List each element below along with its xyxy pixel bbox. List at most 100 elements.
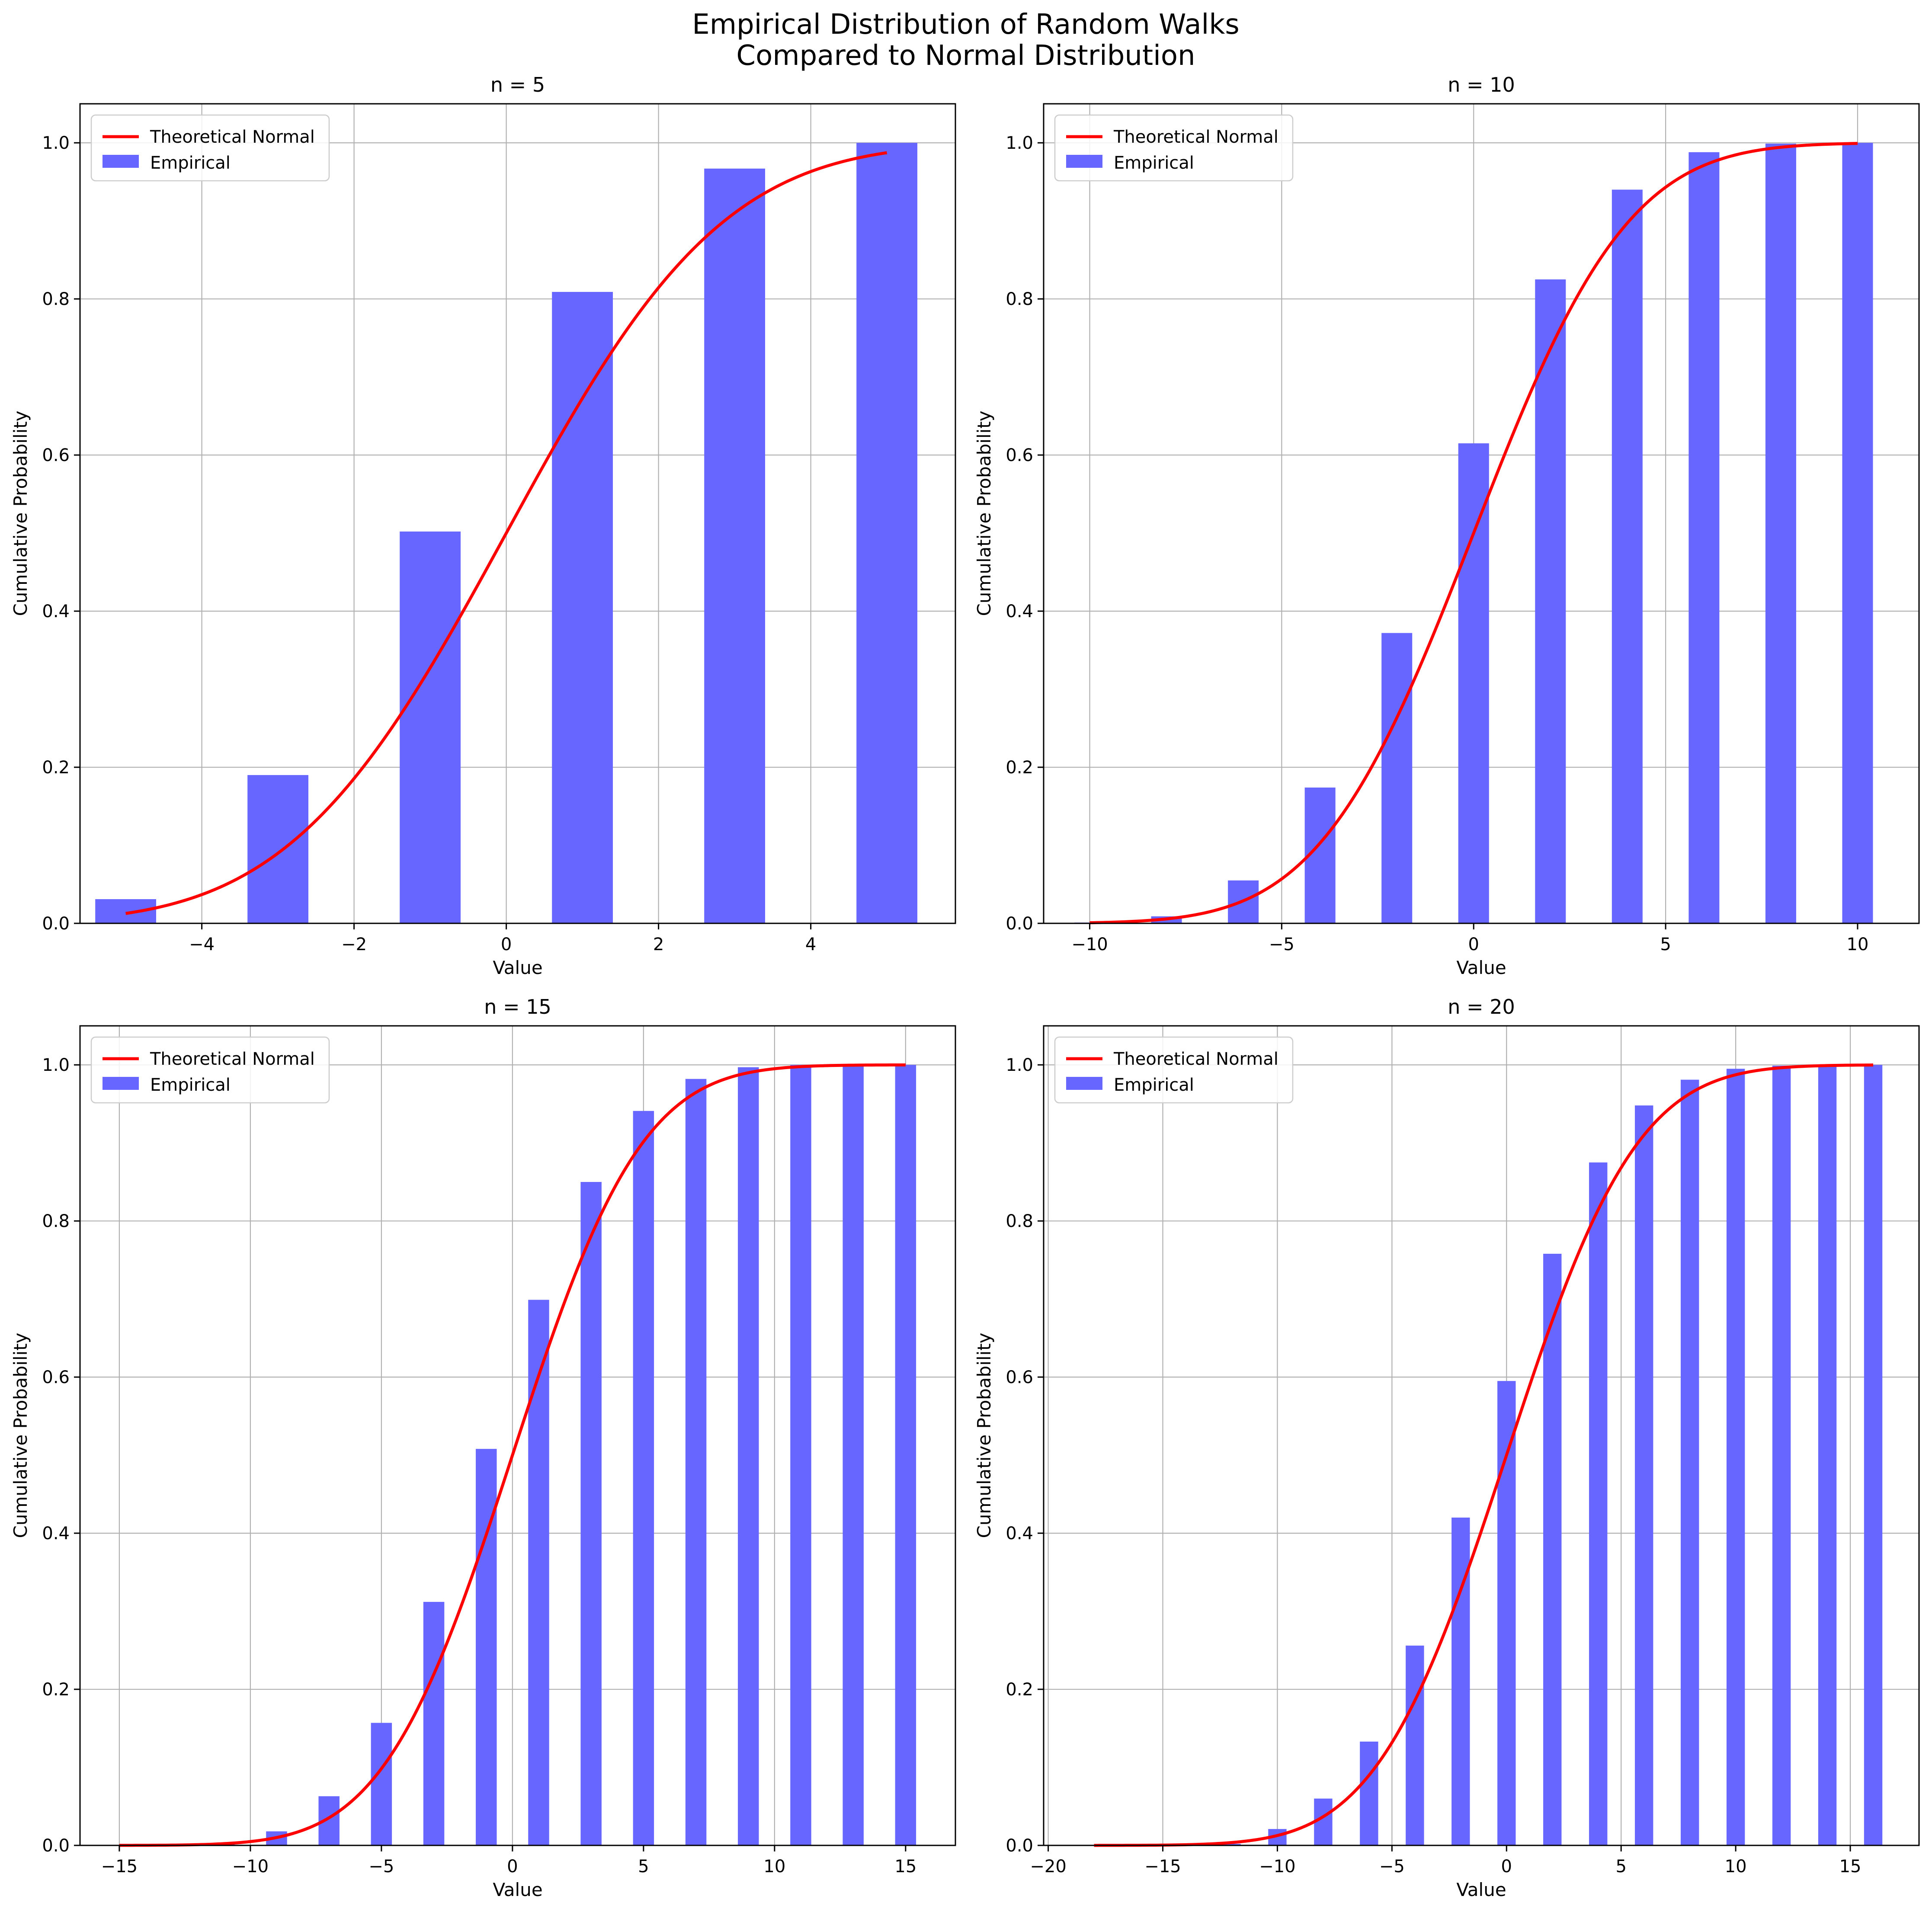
x-tick-label: 0 [1468, 935, 1479, 954]
bar [1314, 1798, 1333, 1845]
legend-box [90, 114, 330, 182]
bar [247, 775, 308, 923]
x-tick-label: 15 [894, 1857, 916, 1877]
bar [1842, 143, 1873, 924]
empirical-bars [1222, 1065, 1883, 1845]
y-tick-label: 0.2 [42, 758, 70, 778]
axes-frame [79, 1025, 956, 1846]
bar [528, 1300, 549, 1845]
legend-bar-swatch [1066, 155, 1102, 168]
theoretical-normal-line [125, 151, 888, 915]
x-tick-label: −4 [189, 935, 215, 954]
bar [685, 1079, 707, 1845]
bar [552, 291, 613, 923]
y-tick-label: 1.0 [42, 133, 70, 153]
x-tick-label: 0 [1501, 1857, 1512, 1877]
legend-label-empirical: Empirical [150, 1075, 231, 1095]
x-axis-label: Value [493, 1879, 542, 1900]
y-tick-label: 0.8 [42, 289, 70, 309]
y-tick-label: 0.2 [1006, 1680, 1033, 1700]
subplot-n5: n = 5 Value Cumulative Probability −4 −2 0… [10, 73, 956, 978]
x-tick-label: −10 [1259, 1857, 1295, 1877]
bar [1772, 1066, 1791, 1845]
y-axis-ticks: 0.0 0.2 0.4 0.6 0.8 1.0 [1006, 1055, 1044, 1856]
x-axis-label: Value [1456, 957, 1506, 978]
y-tick-label: 0.0 [42, 914, 70, 934]
bar [1726, 1069, 1745, 1845]
x-tick-label: −15 [1144, 1857, 1181, 1877]
legend-box [90, 1036, 330, 1104]
x-tick-label: 10 [763, 1857, 785, 1877]
x-tick-label: 5 [1615, 1857, 1626, 1877]
subplot-title: n = 20 [1448, 995, 1515, 1018]
y-tick-label: 0.0 [1006, 1836, 1033, 1856]
y-tick-label: 0.6 [42, 445, 70, 465]
legend-label-empirical: Empirical [150, 153, 231, 173]
legend-box [1054, 114, 1294, 182]
theoretical-normal-line [1089, 142, 1858, 925]
x-axis-ticks: −4 −2 0 2 4 [189, 923, 816, 954]
bar [1381, 633, 1413, 923]
subplot-n10: n = 10 Value Cumulative Probability −10−… [974, 73, 1920, 978]
x-tick-label: −5 [1269, 935, 1294, 954]
bar [1360, 1741, 1378, 1845]
bar [1406, 1645, 1424, 1845]
bar [704, 168, 765, 924]
x-axis-ticks: −15 −10 −5 0 5 10 15 [101, 1845, 916, 1877]
subplot-n15: n = 15 Value Cumulative Probability −15−… [10, 995, 956, 1900]
legend-bar-swatch [103, 155, 139, 168]
legend: Theoretical Normal Empirical [90, 114, 330, 182]
y-axis-label: Cumulative Probability [10, 410, 31, 616]
bar [1864, 1065, 1883, 1845]
y-axis-ticks: 0.0 0.2 0.4 0.6 0.8 1.0 [1006, 133, 1044, 934]
bar [371, 1723, 392, 1845]
x-tick-label: −10 [1071, 935, 1108, 954]
y-axis-label: Cumulative Probability [974, 1332, 995, 1538]
y-tick-label: 0.0 [1006, 914, 1033, 934]
y-tick-label: 0.0 [42, 1836, 70, 1856]
bar [1535, 279, 1566, 923]
y-tick-label: 0.4 [42, 602, 70, 621]
x-axis-ticks: −20 −15 −10 −5 0 5 10 15 [1030, 1845, 1862, 1877]
x-tick-label: 5 [638, 1857, 649, 1877]
legend: Theoretical Normal Empirical [1054, 1036, 1294, 1104]
legend-box [1054, 1036, 1294, 1104]
x-axis-label: Value [493, 957, 542, 978]
x-tick-label: 0 [507, 1857, 518, 1877]
x-tick-label: 5 [1660, 935, 1671, 954]
x-tick-label: 10 [1725, 1857, 1747, 1877]
y-tick-label: 0.8 [1006, 1211, 1033, 1231]
y-axis-ticks: 0.0 0.2 0.4 0.6 0.8 1.0 [42, 1055, 80, 1856]
y-tick-label: 0.4 [1006, 602, 1033, 621]
empirical-bars [95, 143, 917, 924]
y-tick-label: 1.0 [1006, 1055, 1033, 1075]
y-tick-label: 1.0 [42, 1055, 70, 1075]
y-tick-label: 0.8 [42, 1211, 70, 1231]
y-tick-label: 0.6 [42, 1368, 70, 1387]
legend-label-normal: Theoretical Normal [1113, 127, 1278, 147]
y-tick-label: 0.2 [42, 1680, 70, 1700]
axes-frame [1043, 103, 1920, 924]
legend: Theoretical Normal Empirical [1054, 114, 1294, 182]
subplot-title: n = 15 [484, 995, 551, 1018]
bar [856, 143, 917, 924]
bar [1634, 1105, 1653, 1845]
y-tick-label: 0.6 [1006, 1368, 1033, 1387]
bar [580, 1182, 602, 1845]
x-tick-label: −15 [101, 1857, 138, 1877]
y-tick-label: 0.4 [1006, 1524, 1033, 1544]
bar [1612, 189, 1643, 923]
bar [1222, 1844, 1241, 1845]
bar [423, 1601, 445, 1845]
bar [1680, 1079, 1699, 1845]
legend-label-empirical: Empirical [1114, 153, 1194, 173]
axes-frame [1043, 1025, 1920, 1846]
x-tick-label: −20 [1030, 1857, 1066, 1877]
bar [1818, 1065, 1837, 1845]
legend-label-empirical: Empirical [1114, 1075, 1194, 1095]
x-tick-label: −5 [368, 1857, 394, 1877]
x-axis-ticks: −10 −5 0 5 10 [1071, 923, 1868, 954]
subplot-n20: n = 20 Value Cumulative Probability −20−… [974, 995, 1920, 1900]
bar [1688, 152, 1720, 923]
